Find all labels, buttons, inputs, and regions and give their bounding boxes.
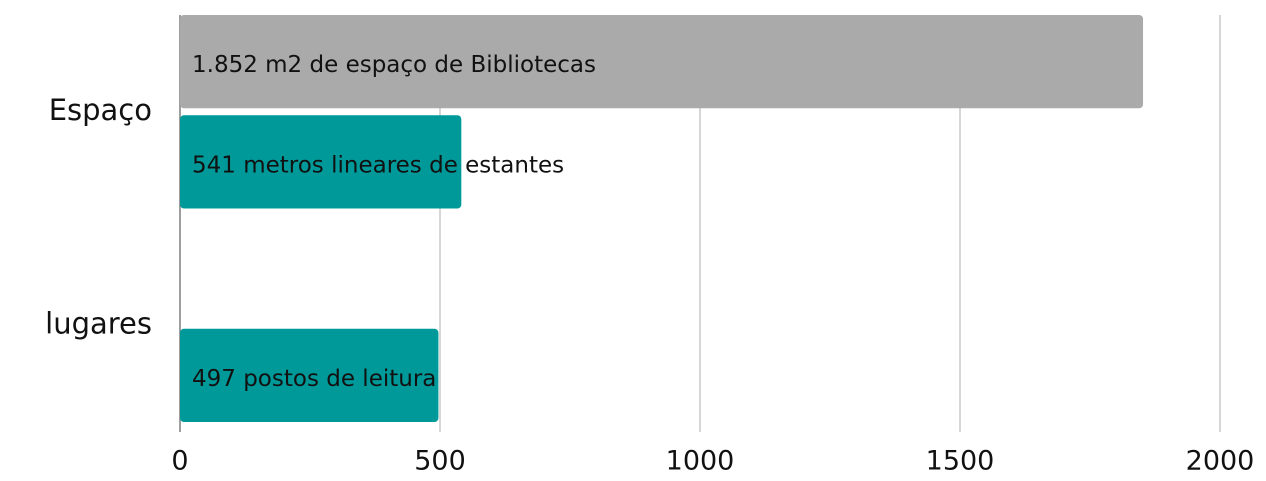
x-tick-label: 0 [171, 446, 188, 477]
x-tick-label: 1500 [926, 446, 995, 477]
bar [180, 328, 439, 422]
data-label: 1.852 m2 de espaço de Bibliotecas [192, 52, 596, 78]
x-tick-label: 500 [414, 446, 466, 477]
y-tick-label: lugares [45, 306, 152, 340]
data-label: 497 postos de leitura [192, 366, 436, 392]
x-tick-label: 2000 [1186, 446, 1255, 477]
x-tick-label: 1000 [666, 446, 735, 477]
data-label: 541 metros lineares de estantes [192, 152, 564, 178]
y-tick-label: Espaço [49, 93, 152, 127]
bar [180, 15, 1144, 109]
bar [180, 115, 462, 209]
